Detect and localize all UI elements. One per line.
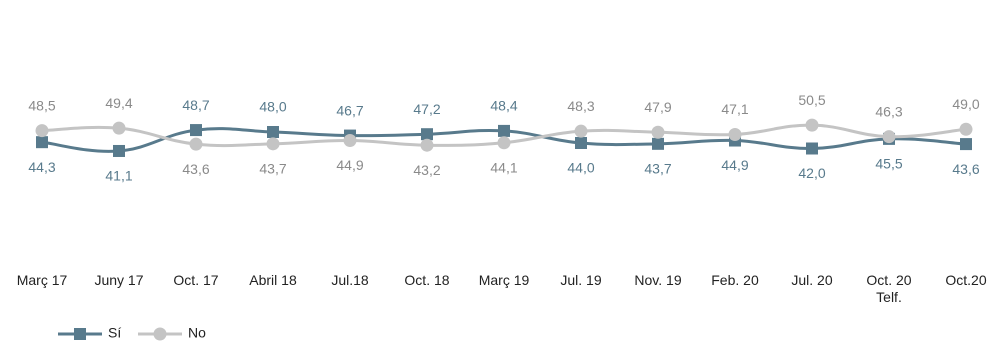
marker bbox=[498, 124, 510, 137]
x-tick-label: Oct. 18 bbox=[404, 272, 450, 288]
x-tick-label: Març 19 bbox=[478, 272, 530, 288]
data-label: 42,0 bbox=[798, 165, 825, 181]
data-label: 43,7 bbox=[259, 161, 286, 177]
data-label: 46,3 bbox=[875, 103, 902, 119]
legend-marker bbox=[153, 327, 167, 341]
marker bbox=[574, 124, 588, 138]
data-label: 41,1 bbox=[105, 168, 132, 184]
x-tick-label: Oct. 20 Telf. bbox=[866, 272, 912, 305]
data-label: 49,0 bbox=[952, 96, 979, 112]
x-tick-label: Març 17 bbox=[16, 272, 68, 288]
data-label: 48,3 bbox=[567, 98, 594, 114]
marker bbox=[728, 127, 742, 141]
marker bbox=[267, 126, 279, 138]
marker bbox=[959, 122, 973, 136]
marker bbox=[805, 118, 819, 132]
data-label: 49,4 bbox=[105, 95, 132, 111]
data-label: 43,6 bbox=[182, 161, 209, 177]
marker bbox=[575, 137, 587, 149]
marker bbox=[35, 124, 49, 138]
data-label: 48,4 bbox=[490, 98, 517, 114]
legend-label: No bbox=[188, 325, 206, 341]
data-label: 44,0 bbox=[567, 160, 594, 176]
marker bbox=[652, 137, 664, 150]
marker bbox=[189, 137, 203, 151]
data-label: 48,0 bbox=[259, 99, 286, 115]
x-tick-label: Nov. 19 bbox=[634, 272, 682, 288]
legend-label: Sí bbox=[108, 325, 121, 341]
x-tick-label: Jul.18 bbox=[331, 272, 369, 288]
data-label: 44,9 bbox=[721, 157, 748, 173]
x-tick-label: Juny 17 bbox=[94, 272, 144, 288]
data-label: 44,3 bbox=[28, 159, 55, 175]
data-label: 48,5 bbox=[28, 97, 55, 113]
data-label: 44,1 bbox=[490, 159, 517, 175]
marker bbox=[112, 121, 126, 135]
marker bbox=[190, 124, 202, 137]
marker bbox=[651, 125, 665, 139]
marker bbox=[960, 138, 972, 151]
marker bbox=[343, 134, 357, 148]
data-label: 43,2 bbox=[413, 162, 440, 178]
data-label: 47,1 bbox=[721, 101, 748, 117]
legend-item: No bbox=[138, 325, 206, 341]
data-label: 46,7 bbox=[336, 102, 363, 118]
marker bbox=[420, 138, 434, 152]
data-label: 48,7 bbox=[182, 97, 209, 113]
marker bbox=[36, 136, 48, 149]
marker bbox=[497, 136, 511, 150]
x-tick-label: Oct. 17 bbox=[173, 272, 219, 288]
data-label: 50,5 bbox=[798, 92, 825, 108]
data-label: 44,9 bbox=[336, 157, 363, 173]
x-tick-label: Jul. 19 bbox=[560, 272, 602, 288]
x-tick-label: Oct.20 bbox=[945, 272, 987, 288]
marker bbox=[882, 130, 896, 144]
data-label: 47,9 bbox=[644, 99, 671, 115]
marker bbox=[113, 144, 125, 157]
x-tick-label: Jul. 20 bbox=[791, 272, 833, 288]
data-label: 47,2 bbox=[413, 101, 440, 117]
marker bbox=[806, 142, 818, 155]
data-label: 45,5 bbox=[875, 156, 902, 172]
legend-item: Sí bbox=[58, 325, 121, 341]
legend-marker bbox=[74, 328, 86, 340]
data-label: 43,7 bbox=[644, 161, 671, 177]
x-tick-label: Abril 18 bbox=[249, 272, 297, 288]
marker bbox=[266, 137, 280, 151]
data-label: 43,6 bbox=[952, 161, 979, 177]
marker bbox=[421, 128, 433, 141]
x-tick-label: Feb. 20 bbox=[711, 272, 759, 288]
